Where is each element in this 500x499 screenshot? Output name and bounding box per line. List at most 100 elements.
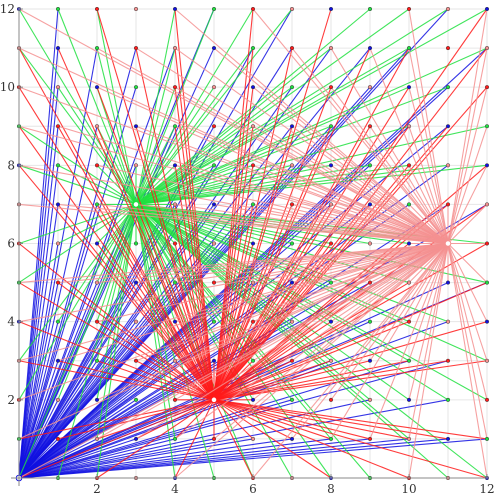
data-point: [484, 46, 490, 51]
data-point: [94, 6, 100, 12]
data-point: [289, 124, 295, 129]
series-line: [252, 125, 449, 244]
series-line: [213, 360, 449, 401]
series-line: [369, 125, 449, 244]
series-line: [213, 399, 332, 479]
series-line: [291, 47, 449, 244]
series-line: [18, 438, 215, 479]
data-point: [55, 6, 61, 12]
data-point: [172, 319, 178, 324]
data-point: [55, 124, 61, 129]
data-point: [367, 163, 373, 168]
series-line: [174, 243, 449, 401]
series-line: [57, 204, 215, 401]
data-point: [484, 397, 490, 402]
series-line: [96, 203, 449, 245]
series-line: [18, 438, 137, 479]
series-line: [96, 242, 449, 323]
data-point: [484, 202, 490, 207]
data-point: [250, 85, 256, 90]
series-line: [96, 164, 449, 245]
series-line: [18, 203, 449, 245]
data-point: [55, 397, 61, 402]
series-line: [174, 164, 449, 245]
series-line: [135, 8, 254, 205]
data-point: [484, 319, 490, 324]
series-line: [96, 86, 215, 401]
data-point: [250, 319, 256, 324]
data-point: [367, 436, 373, 441]
data-point: [55, 280, 61, 285]
series-line: [408, 243, 449, 440]
data-point: [94, 46, 100, 51]
series-line: [213, 47, 449, 244]
data-point: [328, 124, 334, 129]
data-point: [94, 319, 100, 324]
data-point: [211, 6, 217, 12]
series-line: [213, 360, 371, 401]
series-line: [135, 203, 293, 245]
series-line: [96, 126, 137, 205]
series-line: [18, 47, 98, 479]
data-point: [55, 358, 61, 363]
series-line: [408, 126, 449, 244]
series-line: [57, 242, 449, 362]
data-point: [172, 163, 178, 168]
series-line: [18, 282, 215, 401]
series-line: [135, 86, 293, 205]
series-line: [135, 164, 176, 205]
data-point: [94, 241, 100, 246]
data-point: [289, 397, 295, 402]
series-line: [369, 47, 449, 244]
lattice-points: [16, 6, 490, 481]
data-point: [445, 163, 451, 168]
data-point: [172, 280, 178, 285]
data-point: [211, 85, 217, 90]
series-line: [18, 242, 449, 284]
data-point: [55, 46, 61, 51]
data-point: [289, 280, 295, 285]
series-line: [96, 321, 215, 401]
data-point: [172, 358, 178, 363]
series-line: [135, 203, 449, 245]
x-tick-label: 10: [401, 482, 416, 496]
data-point: [133, 397, 139, 402]
data-point: [55, 319, 61, 324]
series-line: [447, 126, 488, 244]
series-line: [135, 204, 176, 244]
series-line: [408, 87, 449, 244]
data-point: [133, 280, 139, 285]
series-line: [174, 47, 449, 244]
series-line: [135, 204, 176, 479]
data-point: [406, 436, 412, 441]
series-line: [96, 242, 449, 284]
data-point: [289, 6, 295, 12]
series-line: [213, 360, 293, 401]
series-line: [174, 360, 215, 401]
series-line: [447, 243, 488, 283]
data-point: [484, 85, 490, 90]
data-point: [328, 436, 334, 441]
x-tick-label: 6: [249, 482, 257, 496]
series-line: [18, 242, 449, 362]
series-line: [174, 126, 215, 400]
series-line: [213, 399, 488, 440]
series-line: [330, 86, 449, 244]
data-point: [484, 436, 490, 441]
series-line: [447, 243, 488, 322]
series-line: [408, 204, 449, 244]
data-point: [94, 202, 100, 207]
data-point: [172, 124, 178, 129]
data-point: [328, 202, 334, 207]
series-line: [447, 243, 488, 479]
data-point: [406, 202, 412, 207]
series-line: [135, 242, 449, 284]
series-line: [408, 243, 449, 400]
series-line: [57, 86, 137, 205]
data-point: [445, 46, 451, 51]
data-point: [445, 85, 451, 90]
series-line: [135, 126, 215, 400]
series-line: [447, 8, 488, 244]
x-tick-label: 2: [93, 482, 101, 496]
